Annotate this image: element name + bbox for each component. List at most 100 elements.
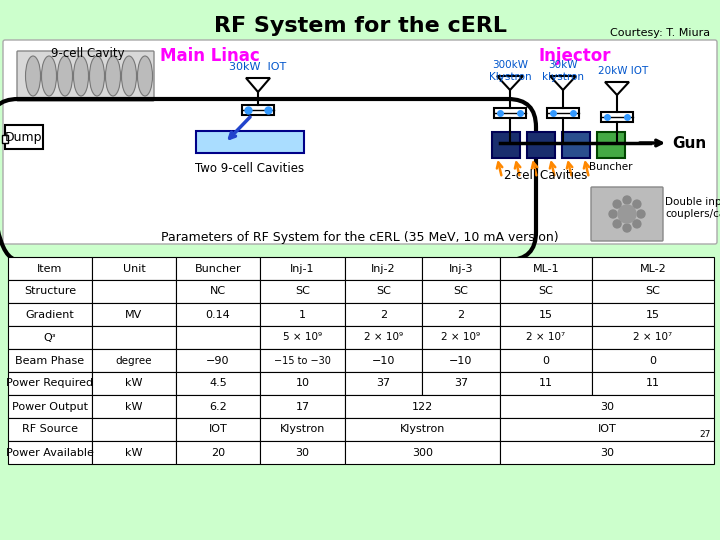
Text: IOT: IOT	[598, 424, 616, 435]
Ellipse shape	[42, 56, 56, 96]
Bar	[92, 372, 176, 395]
Circle shape	[633, 200, 641, 208]
Bar	[492, 132, 520, 158]
Text: 30: 30	[600, 448, 614, 457]
Text: 37: 37	[454, 379, 468, 388]
Circle shape	[637, 210, 645, 218]
Polygon shape	[497, 76, 523, 90]
Text: Inj-3: Inj-3	[449, 264, 473, 273]
FancyBboxPatch shape	[3, 40, 717, 244]
Bar	[500, 418, 714, 441]
Bar	[547, 108, 579, 118]
Text: 0: 0	[542, 355, 549, 366]
Bar	[260, 441, 345, 464]
Bar	[260, 326, 345, 349]
Text: Power Available: Power Available	[6, 448, 94, 457]
Text: 30kW  IOT: 30kW IOT	[230, 62, 287, 72]
Bar	[260, 303, 345, 326]
Text: 2 × 10⁷: 2 × 10⁷	[634, 333, 672, 342]
Text: Buncher: Buncher	[194, 264, 241, 273]
Text: ML-2: ML-2	[639, 264, 667, 273]
Text: SC: SC	[454, 287, 469, 296]
Bar	[422, 326, 500, 349]
Bar	[597, 132, 625, 158]
FancyBboxPatch shape	[17, 51, 154, 101]
Bar	[2, 135, 8, 143]
Bar	[345, 441, 500, 464]
Text: Klystron: Klystron	[280, 424, 325, 435]
Bar	[8, 372, 92, 395]
Bar	[345, 303, 422, 326]
Bar	[176, 349, 260, 372]
Bar	[422, 372, 500, 395]
Text: Dump: Dump	[5, 131, 42, 144]
Text: kW: kW	[125, 402, 143, 411]
Ellipse shape	[58, 56, 73, 96]
Bar	[422, 257, 500, 280]
Bar	[500, 257, 592, 280]
Bar	[345, 326, 422, 349]
Bar	[176, 441, 260, 464]
Text: 11: 11	[646, 379, 660, 388]
Text: kW: kW	[125, 448, 143, 457]
Text: 11: 11	[539, 379, 553, 388]
Bar	[592, 326, 714, 349]
Bar	[345, 257, 422, 280]
Text: SC: SC	[376, 287, 391, 296]
Bar	[260, 280, 345, 303]
Bar	[592, 372, 714, 395]
Text: SC: SC	[539, 287, 554, 296]
Bar	[422, 303, 500, 326]
Bar	[562, 132, 590, 158]
Bar	[345, 372, 422, 395]
Bar	[8, 395, 92, 418]
Text: MV: MV	[125, 309, 143, 320]
Ellipse shape	[89, 56, 104, 96]
Bar	[500, 326, 592, 349]
Ellipse shape	[122, 56, 137, 96]
Bar	[176, 395, 260, 418]
Text: kW: kW	[125, 379, 143, 388]
Bar	[92, 257, 176, 280]
Text: Beam Phase: Beam Phase	[15, 355, 84, 366]
Circle shape	[623, 224, 631, 232]
Bar	[92, 395, 176, 418]
Bar	[8, 349, 92, 372]
Bar	[196, 131, 304, 153]
Bar	[592, 349, 714, 372]
Text: Structure: Structure	[24, 287, 76, 296]
Text: Parameters of RF System for the cERL (35 MeV, 10 mA version): Parameters of RF System for the cERL (35…	[161, 231, 559, 244]
Text: 9-cell Cavity: 9-cell Cavity	[51, 47, 125, 60]
Bar	[592, 257, 714, 280]
Text: 20: 20	[211, 448, 225, 457]
Bar	[176, 303, 260, 326]
Bar	[500, 349, 592, 372]
Text: −90: −90	[206, 355, 230, 366]
Text: 10: 10	[295, 379, 310, 388]
Circle shape	[618, 205, 636, 223]
Bar	[345, 395, 500, 418]
Text: 5 × 10⁹: 5 × 10⁹	[283, 333, 322, 342]
Bar	[176, 257, 260, 280]
Text: Two 9-cell Cavities: Two 9-cell Cavities	[195, 162, 305, 175]
Bar	[242, 105, 274, 115]
Bar	[422, 349, 500, 372]
Text: RF System for the cERL: RF System for the cERL	[214, 16, 506, 36]
Text: 4.5: 4.5	[209, 379, 227, 388]
Text: 1: 1	[299, 309, 306, 320]
Circle shape	[613, 200, 621, 208]
Text: 2 × 10⁷: 2 × 10⁷	[526, 333, 566, 342]
Bar	[260, 372, 345, 395]
Bar	[500, 303, 592, 326]
Ellipse shape	[138, 56, 153, 96]
FancyBboxPatch shape	[591, 187, 663, 241]
Text: IOT: IOT	[209, 424, 228, 435]
Bar	[92, 441, 176, 464]
Text: 2: 2	[380, 309, 387, 320]
Bar	[8, 441, 92, 464]
Text: 15: 15	[539, 309, 553, 320]
Bar	[500, 441, 714, 464]
Text: ML-1: ML-1	[533, 264, 559, 273]
Bar	[92, 349, 176, 372]
Text: 27: 27	[700, 430, 711, 439]
